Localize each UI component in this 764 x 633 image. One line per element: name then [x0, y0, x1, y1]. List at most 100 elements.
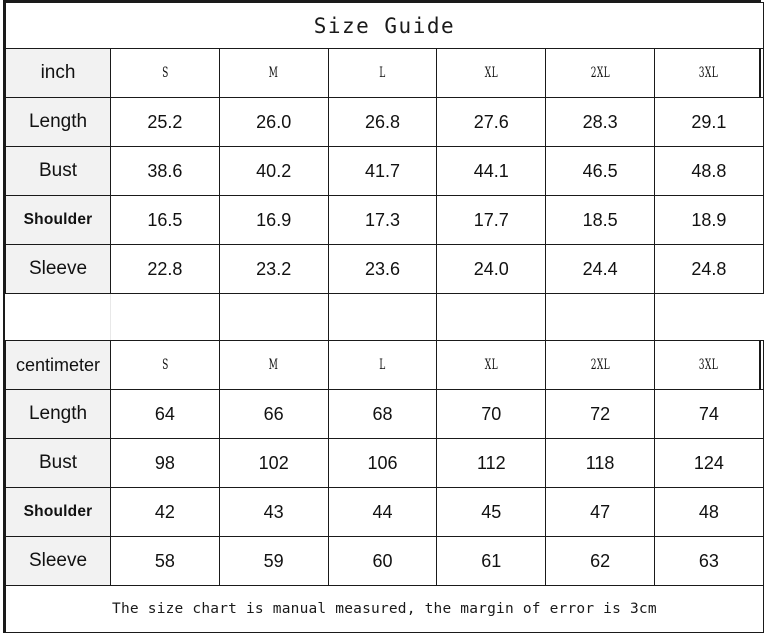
unit-label-cell: centimeter: [5, 340, 111, 390]
measurement-value: 68: [372, 403, 393, 424]
measurement-label-cell: Sleeve: [5, 536, 111, 586]
measurement-value: 60: [372, 550, 393, 571]
page-title: Size Guide: [313, 13, 456, 38]
measurement-value: 26.8: [364, 111, 401, 132]
size-header-cell: 2XL: [560, 48, 640, 98]
measurement-value-cell: 18.9: [653, 195, 764, 245]
size-header-label: L: [379, 65, 386, 81]
measurement-value: 118: [585, 452, 615, 473]
measurement-value: 106: [367, 452, 398, 473]
measurement-value: 61: [481, 550, 502, 571]
measurement-value-cell: 70: [436, 389, 547, 439]
measurement-value-cell: 60: [327, 536, 438, 586]
measurement-value-cell: 26.0: [218, 97, 329, 147]
measurement-value-cell: 72: [545, 389, 655, 439]
measurement-value-cell: 28.3: [545, 97, 655, 147]
measurement-value-cell: 22.8: [110, 244, 220, 294]
size-header-label: S: [161, 357, 169, 373]
measurement-value-cell: 68: [327, 389, 438, 439]
measurement-value-cell: 112: [436, 438, 547, 488]
size-header-label: S: [161, 65, 169, 81]
size-header-label: L: [379, 357, 386, 373]
measurement-value: 23.6: [364, 258, 401, 279]
measurement-value: 46.5: [582, 160, 618, 181]
measurement-value-cell: 16.5: [110, 195, 220, 245]
measurement-value: 63: [698, 550, 719, 571]
measurement-value: 64: [154, 403, 175, 424]
measurement-value: 102: [258, 452, 289, 473]
measurement-value-cell: 29.1: [653, 97, 764, 147]
measurement-value: 26.0: [256, 111, 292, 132]
size-header-label: 3XL: [699, 65, 719, 81]
size-header-cell: 3XL: [669, 340, 749, 390]
unit-label: inch: [40, 62, 76, 83]
measurement-value: 23.2: [256, 258, 292, 279]
measurement-value: 38.6: [147, 160, 183, 181]
measurement-value-cell: 98: [110, 438, 220, 488]
measurement-value-cell: 74: [653, 389, 764, 439]
footer-note: The size chart is manual measured, the m…: [112, 601, 657, 617]
measurement-value-cell: 118: [545, 438, 655, 488]
measurement-label-cell: Bust: [5, 438, 111, 488]
spacer-cell: [5, 293, 111, 341]
title-cell: Size Guide: [5, 2, 764, 49]
size-header-cell: S: [125, 48, 205, 98]
title-row: Size Guide: [5, 2, 764, 49]
unit-label: centimeter: [15, 354, 101, 375]
measurement-value: 17.7: [473, 209, 509, 230]
measurement-label: Sleeve: [28, 550, 88, 571]
measurement-value-cell: 66: [218, 389, 329, 439]
measurement-value-cell: 23.2: [218, 244, 329, 294]
size-header-cell: M: [234, 48, 314, 98]
measurement-value: 43: [263, 501, 284, 522]
measurement-value-cell: 17.7: [436, 195, 547, 245]
measurement-value: 24.8: [691, 258, 727, 279]
measurement-value: 28.3: [582, 111, 618, 132]
measurement-value: 17.3: [364, 209, 401, 230]
measurement-value: 45: [481, 501, 502, 522]
measurement-value: 112: [476, 452, 506, 473]
measurement-value-cell: 24.8: [653, 244, 764, 294]
size-header-cell: XL: [451, 48, 531, 98]
measurement-row: Sleeve 22.8 23.2 23.6 24.0 24.4 24.8: [5, 244, 764, 294]
measurement-value-cell: 27.6: [436, 97, 547, 147]
measurement-value: 25.2: [147, 111, 183, 132]
measurement-value: 47: [590, 501, 611, 522]
size-header-label: 3XL: [699, 357, 719, 373]
measurement-value: 74: [698, 403, 719, 424]
measurement-value: 48: [698, 501, 719, 522]
footer-note-cell: The size chart is manual measured, the m…: [5, 585, 764, 633]
measurement-value: 24.0: [473, 258, 509, 279]
measurement-value: 44.1: [473, 160, 509, 181]
measurement-value-cell: 62: [545, 536, 655, 586]
measurement-value-cell: 58: [110, 536, 220, 586]
measurement-value-cell: 44.1: [436, 146, 547, 196]
measurement-label-cell: Bust: [5, 146, 111, 196]
measurement-value: 22.8: [147, 258, 183, 279]
size-header-cell: 2XL: [560, 340, 640, 390]
measurement-value-cell: 44: [327, 487, 438, 537]
spacer-cell: [436, 293, 547, 341]
measurement-row: Length 64 66 68 70 72 74: [5, 389, 764, 439]
measurement-value-cell: 59: [218, 536, 329, 586]
measurement-value: 27.6: [473, 111, 509, 132]
measurement-row: Bust 38.6 40.2 41.7 44.1 46.5 48.8: [5, 146, 764, 196]
spacer-cell: [110, 293, 220, 341]
measurement-label: Bust: [38, 160, 78, 181]
measurement-value: 16.9: [256, 209, 292, 230]
size-header-cell: XL: [451, 340, 531, 390]
measurement-label-cell: Length: [5, 97, 111, 147]
measurement-value-cell: 48.8: [653, 146, 764, 196]
measurement-value-cell: 61: [436, 536, 547, 586]
measurement-value: 40.2: [256, 160, 292, 181]
measurement-label-cell: Shoulder: [5, 487, 111, 537]
spacer-cell: [327, 293, 438, 341]
size-header-label: XL: [484, 357, 498, 373]
measurement-label: Length: [28, 403, 88, 424]
size-guide-panel: Size Guide inch S M L XL 2XL 3XL Length 25.2 26.0 2…: [3, 0, 764, 633]
measurement-value-cell: 40.2: [218, 146, 329, 196]
measurement-value-cell: 23.6: [327, 244, 438, 294]
measurement-value-cell: 48: [653, 487, 764, 537]
measurement-value: 98: [154, 452, 175, 473]
measurement-value-cell: 25.2: [110, 97, 220, 147]
